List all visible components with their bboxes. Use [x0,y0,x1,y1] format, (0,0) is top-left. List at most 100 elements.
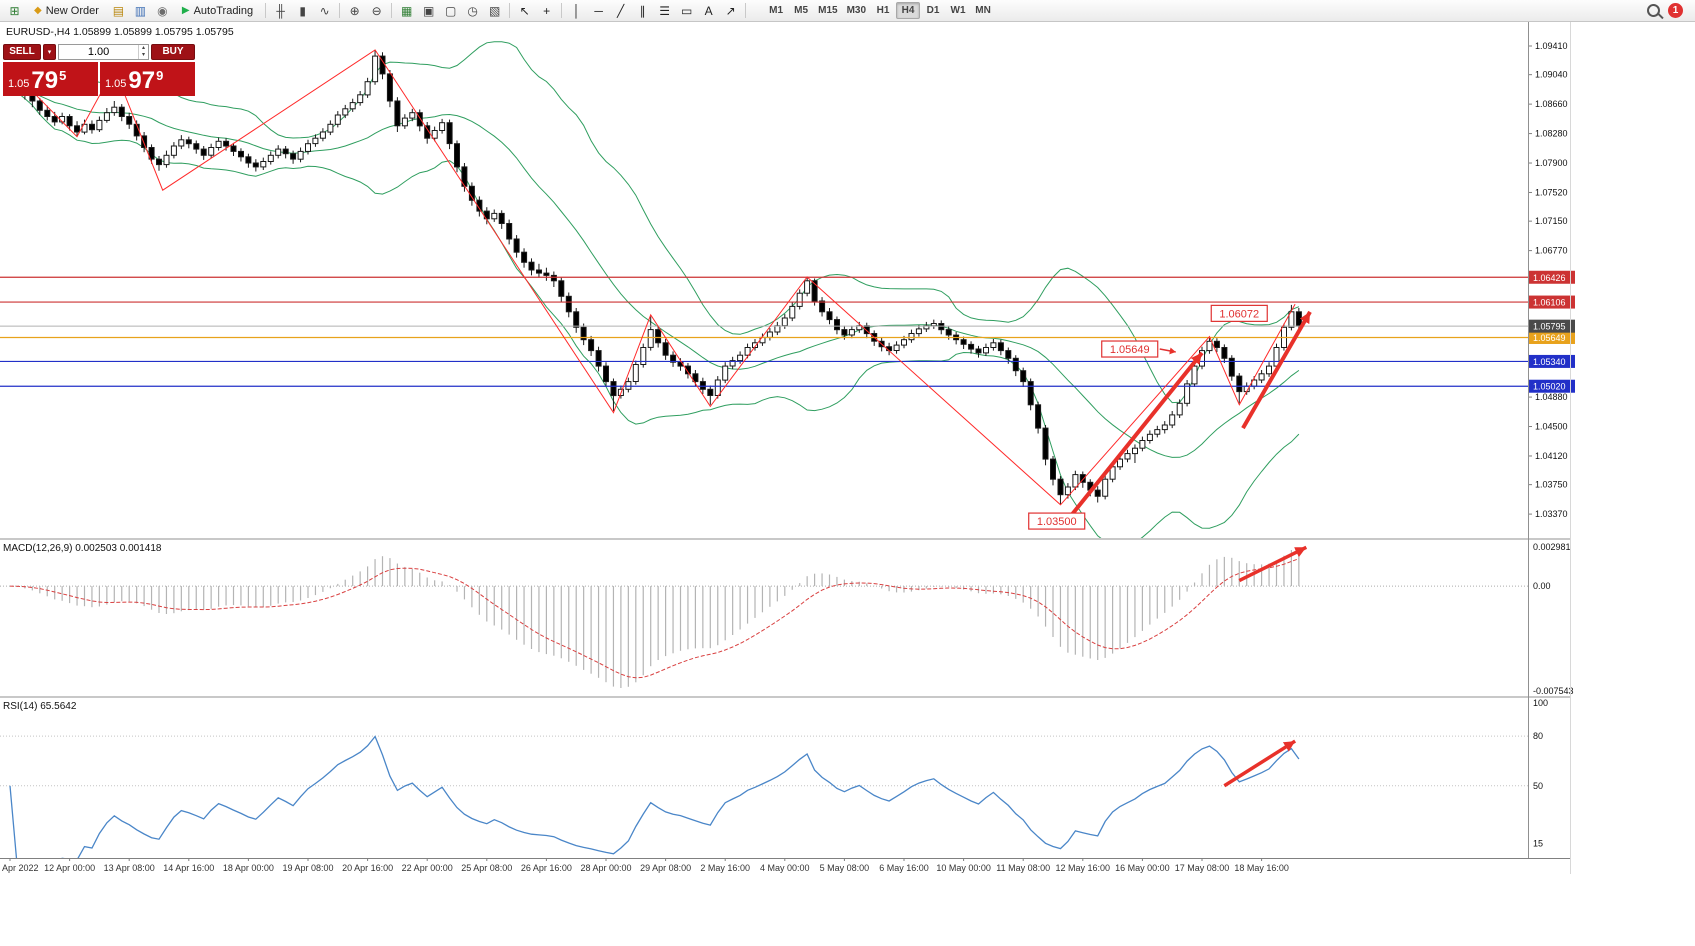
toolbar: ⊞ ◆ New Order ▤ ▥ ◉ ▶ AutoTrading ╫ ▮ ∿ ⊕ ⊖ ▦ ▣ ▢ ◷ ▧ ↖ + │ ─… [0,0,1695,22]
sell-price-prefix: 1.05 [8,78,30,90]
svg-text:1.03500: 1.03500 [1037,516,1077,528]
timeframe-D1[interactable]: D1 [926,5,940,16]
history-center-icon[interactable]: ◷ [467,3,478,18]
volume-increase-arrow[interactable]: ▴ [142,45,146,51]
text-icon[interactable]: A [704,3,713,18]
vertical-line-icon[interactable]: │ [572,3,581,18]
zoom-out-icon[interactable]: ⊖ [371,3,382,18]
svg-text:Apr 2022: Apr 2022 [2,863,39,873]
trend-arrows[interactable] [1066,310,1312,521]
svg-text:1.05649: 1.05649 [1533,333,1566,343]
volume-decrease-arrow[interactable]: ▾ [142,52,146,58]
buy-price-pips: 97 [128,67,156,94]
volume-input[interactable] [59,45,139,59]
svg-text:-0.007543: -0.007543 [1533,686,1574,696]
timeframe-W1[interactable]: W1 [950,5,966,16]
new-order-button[interactable]: ◆ New Order [26,2,107,20]
svg-text:1.06426: 1.06426 [1533,273,1566,283]
timeframe-H1[interactable]: H1 [876,5,890,16]
svg-text:1.06770: 1.06770 [1535,246,1568,256]
autotrading-button[interactable]: ▶ AutoTrading [174,2,261,20]
data-window-icon[interactable]: ◉ [157,3,168,18]
svg-text:14 Apr 16:00: 14 Apr 16:00 [163,863,214,873]
strategy-tester-icon[interactable]: ▧ [488,3,501,18]
buy-price-point: 9 [156,68,164,83]
line-chart-icon[interactable]: ∿ [319,3,330,18]
svg-text:17 May 08:00: 17 May 08:00 [1175,863,1230,873]
svg-text:20 Apr 16:00: 20 Apr 16:00 [342,863,393,873]
svg-text:1.05795: 1.05795 [1533,322,1566,332]
toolbar-right-group: 1 [1647,3,1691,18]
order-options-dropdown[interactable]: ▾ [43,44,56,60]
svg-text:1.05020: 1.05020 [1533,382,1566,392]
rsi-indicator-label: RSI(14) 65.5642 [3,701,77,712]
svg-text:1.09040: 1.09040 [1535,70,1568,80]
buy-price-box[interactable]: 1.05 97 9 [100,62,195,96]
timeframe-MN[interactable]: MN [975,5,991,16]
sell-button[interactable]: SELL [3,44,41,60]
time-axis[interactable]: Apr 2022 12 Apr 00:00 13 Apr 08:00 14 Apr 1… [0,858,1570,873]
channel-icon[interactable]: ∥ [639,3,646,18]
price-annotations[interactable]: 1.06072 1.05649 1.03500 [1028,304,1268,530]
cursor-icon[interactable]: ↖ [519,3,530,18]
horizontal-line-icon[interactable]: ─ [594,3,603,18]
svg-text:1.07520: 1.07520 [1535,187,1568,197]
svg-text:100: 100 [1533,698,1548,708]
svg-text:2 May 16:00: 2 May 16:00 [700,863,750,873]
svg-text:1.08660: 1.08660 [1535,99,1568,109]
timeframe-toolbar: M1 M5 M15 M30 H1 H4 D1 W1 MN [764,2,995,19]
svg-text:1.06072: 1.06072 [1219,308,1259,320]
svg-text:1.05340: 1.05340 [1533,357,1566,367]
price-scale[interactable]: 1.09410 1.09040 1.08660 1.08280 1.07900 1.075… [1528,41,1575,519]
new-window-icon[interactable]: ▢ [444,3,457,18]
trendline-icon[interactable]: ╱ [617,3,625,18]
fibonacci-icon[interactable]: ☰ [659,3,670,18]
profiles-icon[interactable]: ▤ [112,3,125,18]
timeframe-M15[interactable]: M15 [818,5,838,16]
timeframe-M1[interactable]: M1 [769,5,784,16]
svg-text:18 May 16:00: 18 May 16:00 [1234,863,1289,873]
svg-text:29 Apr 08:00: 29 Apr 08:00 [640,863,691,873]
horizontal-level-lines[interactable] [0,276,1528,387]
svg-text:1.03370: 1.03370 [1535,509,1568,519]
svg-text:12 May 16:00: 12 May 16:00 [1056,863,1111,873]
new-chart-icon[interactable]: ⊞ [9,3,20,18]
notifications-badge[interactable]: 1 [1668,3,1683,18]
candlestick-chart-icon[interactable]: ▮ [299,3,306,18]
svg-text:1.04120: 1.04120 [1535,451,1568,461]
arrows-icon[interactable]: ↗ [725,3,736,18]
search-icon[interactable] [1647,4,1660,17]
svg-text:5 May 08:00: 5 May 08:00 [820,863,870,873]
sell-price-box[interactable]: 1.05 79 5 [3,62,98,96]
svg-text:1.06106: 1.06106 [1533,298,1566,308]
svg-text:12 Apr 00:00: 12 Apr 00:00 [44,863,95,873]
svg-text:13 Apr 08:00: 13 Apr 08:00 [104,863,155,873]
svg-text:1.04880: 1.04880 [1535,392,1568,402]
new-order-button-icon: ◆ [34,5,42,16]
svg-text:16 May 00:00: 16 May 00:00 [1115,863,1170,873]
shapes-icon[interactable]: ▭ [680,3,693,18]
zoom-in-icon[interactable]: ⊕ [349,3,360,18]
timeframe-M5[interactable]: M5 [794,5,809,16]
market-watch-icon[interactable]: ▥ [134,3,147,18]
svg-text:6 May 16:00: 6 May 16:00 [879,863,929,873]
timeframe-H4[interactable]: H4 [896,2,921,19]
svg-text:1.08280: 1.08280 [1535,129,1568,139]
timeframe-M30[interactable]: M30 [846,5,867,16]
svg-text:1.07150: 1.07150 [1535,216,1568,226]
bar-chart-icon[interactable]: ╫ [276,3,285,18]
svg-text:1.04500: 1.04500 [1535,422,1568,432]
cascade-windows-icon[interactable]: ▣ [422,3,435,18]
buy-button[interactable]: BUY [151,44,195,60]
sell-price-point: 5 [59,68,67,83]
crosshair-icon[interactable]: + [543,3,551,18]
one-click-trading-panel: SELL ▾ ▴ ▾ BUY 1.05 79 5 1.0 [3,44,195,96]
svg-text:26 Apr 16:00: 26 Apr 16:00 [521,863,572,873]
svg-text:1.03750: 1.03750 [1535,480,1568,490]
tile-windows-icon[interactable]: ▦ [400,3,413,18]
svg-text:11 May 08:00: 11 May 08:00 [996,863,1050,873]
svg-text:0.002981: 0.002981 [1533,542,1571,552]
